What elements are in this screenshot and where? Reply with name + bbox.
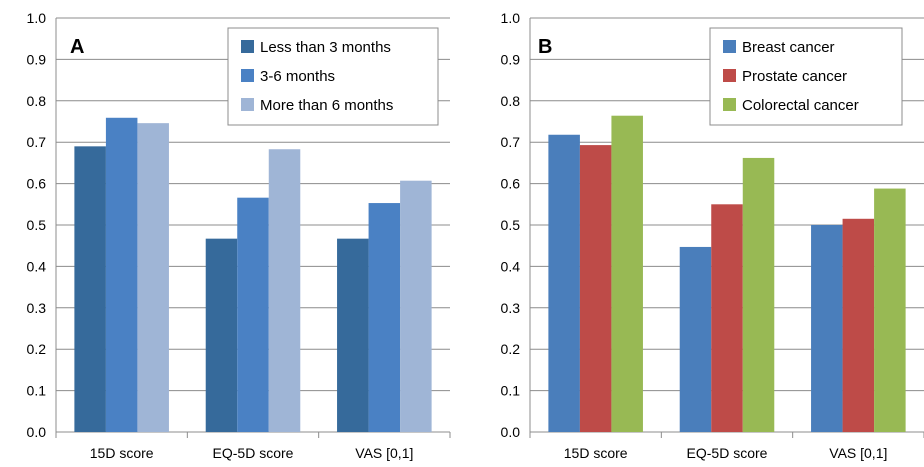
y-tick-label: 0.4 [27, 258, 47, 274]
y-tick-label: 0.6 [27, 176, 47, 192]
bar [579, 145, 612, 432]
panel-label: A [70, 36, 84, 58]
y-tick-label: 0.7 [27, 134, 47, 150]
y-tick-label: 0.1 [501, 383, 521, 399]
x-tick-label: EQ-5D score [213, 445, 294, 461]
bar [137, 123, 169, 432]
bar [842, 218, 875, 432]
bar [74, 146, 106, 432]
y-tick-label: 0.1 [27, 383, 47, 399]
legend: Breast cancer Prostate cancer Colorectal c… [709, 27, 903, 126]
legend-box [709, 27, 903, 126]
bar [205, 238, 238, 432]
bar [548, 134, 580, 433]
legend-swatch [241, 98, 254, 111]
legend-swatch [723, 98, 736, 111]
bar [811, 225, 843, 432]
bar [679, 246, 712, 432]
legend-swatch [241, 69, 254, 82]
y-tick-label: 0.0 [501, 424, 521, 440]
legend: Less than 3 months 3-6 months More than 6 … [227, 27, 439, 126]
y-tick-label: 0.2 [27, 341, 47, 357]
legend-label: Colorectal cancer [742, 97, 859, 114]
bar [368, 203, 401, 432]
y-tick-label: 0.2 [501, 341, 521, 357]
bar [611, 115, 643, 432]
bar [711, 204, 743, 432]
y-tick-label: 1.0 [27, 10, 47, 26]
legend-label: Breast cancer [742, 39, 835, 56]
legend-label: Prostate cancer [742, 68, 847, 85]
bar-chart-b: 0.0 0.1 0.2 0.3 0.4 0.5 0.6 0.7 0.8 0.9 1.0 15D sco… [501, 10, 924, 461]
x-tick-label: VAS [0,1] [355, 445, 413, 461]
legend-swatch [241, 40, 254, 53]
bar [400, 180, 432, 432]
y-tick-label: 0.3 [501, 300, 521, 316]
legend-label: 3-6 months [260, 68, 335, 85]
y-tick-label: 0.4 [501, 258, 521, 274]
bar [874, 188, 906, 432]
bar-chart-a: 0.0 0.1 0.2 0.3 0.4 0.5 0.6 0.7 0.8 0.9 1.0 15D sco… [27, 10, 451, 461]
legend-swatch [723, 69, 736, 82]
bar [268, 149, 301, 432]
x-tick-label: 15D score [90, 445, 154, 461]
legend-box [227, 27, 439, 126]
panel-label: B [538, 36, 552, 58]
y-tick-label: 0.5 [501, 217, 521, 233]
x-tick-label: EQ-5D score [687, 445, 768, 461]
bar [337, 238, 369, 432]
chart-panel-b: 0.0 0.1 0.2 0.3 0.4 0.5 0.6 0.7 0.8 0.9 1.0 15D sco… [462, 0, 924, 467]
legend-label: Less than 3 months [260, 39, 391, 56]
y-tick-label: 0.3 [27, 300, 47, 316]
y-tick-label: 0.0 [27, 424, 47, 440]
y-tick-label: 0.8 [27, 93, 47, 109]
y-tick-label: 0.7 [501, 134, 521, 150]
bar [742, 157, 775, 432]
x-tick-label: 15D score [564, 445, 628, 461]
y-tick-label: 0.9 [501, 51, 521, 67]
legend-swatch [723, 40, 736, 53]
x-tick-label: VAS [0,1] [829, 445, 887, 461]
chart-panel-a: 0.0 0.1 0.2 0.3 0.4 0.5 0.6 0.7 0.8 0.9 1.0 15D sco… [27, 10, 451, 461]
bar [105, 117, 138, 433]
legend-label: More than 6 months [260, 97, 393, 114]
bar [237, 197, 269, 432]
y-tick-label: 0.5 [27, 217, 47, 233]
y-tick-label: 1.0 [501, 10, 521, 26]
y-tick-label: 0.8 [501, 93, 521, 109]
y-tick-label: 0.9 [27, 51, 47, 67]
y-tick-label: 0.6 [501, 176, 521, 192]
